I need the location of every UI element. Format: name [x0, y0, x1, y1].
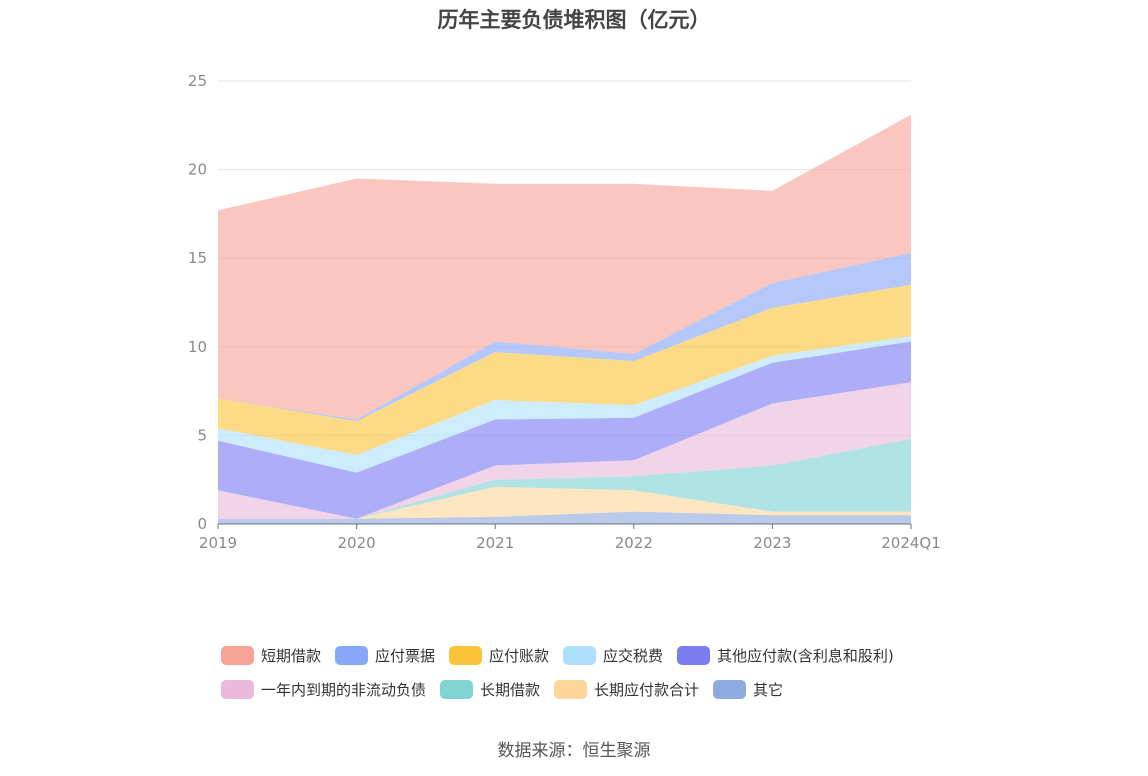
- legend-row: 短期借款 应付票据 应付账款 应交税费 其他应付款(含利息和股利): [221, 638, 981, 672]
- chart-title: 历年主要负债堆积图（亿元）: [437, 8, 711, 32]
- y-tick-label: 20: [188, 161, 207, 179]
- y-tick-label: 15: [188, 249, 207, 267]
- legend-label: 一年内到期的非流动负债: [261, 680, 427, 699]
- area-series-7: [218, 252, 911, 422]
- legend-item[interactable]: 短期借款: [221, 645, 321, 666]
- legend-item[interactable]: 其他应付款(含利息和股利): [677, 645, 894, 666]
- stacked-area-chart: 0 5 10 15 20 25 2019 2020 2021 2022 2023 2024Q1: [188, 72, 941, 552]
- legend-item[interactable]: 应交税费: [563, 645, 663, 666]
- legend-swatch: [554, 679, 588, 699]
- legend-swatch: [221, 645, 254, 665]
- area-series-1: [218, 486, 911, 519]
- x-tick-label: 2021: [476, 534, 514, 552]
- legend-label: 长期借款: [480, 680, 541, 699]
- legend-label: 短期借款: [261, 646, 322, 665]
- area-series-3: [218, 382, 911, 519]
- data-source-note: 数据来源：恒生聚源: [497, 741, 651, 761]
- area-series-6: [218, 284, 911, 455]
- area-series-8: [218, 114, 911, 420]
- legend-item[interactable]: 长期借款: [440, 679, 540, 700]
- y-tick-label: 5: [197, 426, 207, 444]
- y-tick-label: 25: [188, 72, 207, 90]
- area-series-4: [218, 341, 911, 519]
- legend-swatch: [677, 645, 711, 665]
- area-series-0: [218, 511, 911, 524]
- x-tick-label: 2020: [338, 534, 376, 552]
- legend-label: 应交税费: [603, 646, 664, 665]
- legend-item[interactable]: 应付账款: [449, 645, 549, 666]
- legend-item[interactable]: 一年内到期的非流动负债: [221, 679, 426, 700]
- legend: 短期借款 应付票据 应付账款 应交税费 其他应付款(含利息和股利) 一年内到期的非流动负债…: [221, 638, 981, 706]
- axes: 0 5 10 15 20 25 2019 2020 2021 2022 2023 2024Q1: [188, 72, 941, 552]
- x-tick-label: 2022: [615, 534, 653, 552]
- legend-row: 一年内到期的非流动负债 长期借款 长期应付款合计 其它: [221, 672, 981, 706]
- area-series-2: [218, 438, 911, 519]
- legend-label: 应付票据: [375, 646, 436, 665]
- legend-label: 应付账款: [489, 646, 550, 665]
- x-tick-label: 2024Q1: [881, 534, 941, 552]
- area-series: [218, 114, 911, 524]
- y-tick-label: 0: [197, 515, 207, 533]
- legend-item[interactable]: 长期应付款合计: [554, 679, 699, 700]
- legend-swatch: [713, 679, 747, 699]
- legend-label: 长期应付款合计: [594, 680, 700, 699]
- legend-swatch: [221, 679, 254, 699]
- legend-swatch: [563, 645, 597, 665]
- x-tick-label: 2019: [199, 534, 237, 552]
- legend-label: 其它: [753, 680, 784, 699]
- y-tick-label: 10: [188, 338, 207, 356]
- legend-label: 其他应付款(含利息和股利): [717, 646, 894, 665]
- legend-swatch: [440, 679, 474, 699]
- x-tick-label: 2023: [753, 534, 791, 552]
- legend-item[interactable]: 应付票据: [335, 645, 435, 666]
- legend-swatch: [335, 645, 369, 665]
- legend-item[interactable]: 其它: [713, 679, 783, 700]
- legend-swatch: [449, 645, 483, 665]
- area-series-5: [218, 336, 911, 473]
